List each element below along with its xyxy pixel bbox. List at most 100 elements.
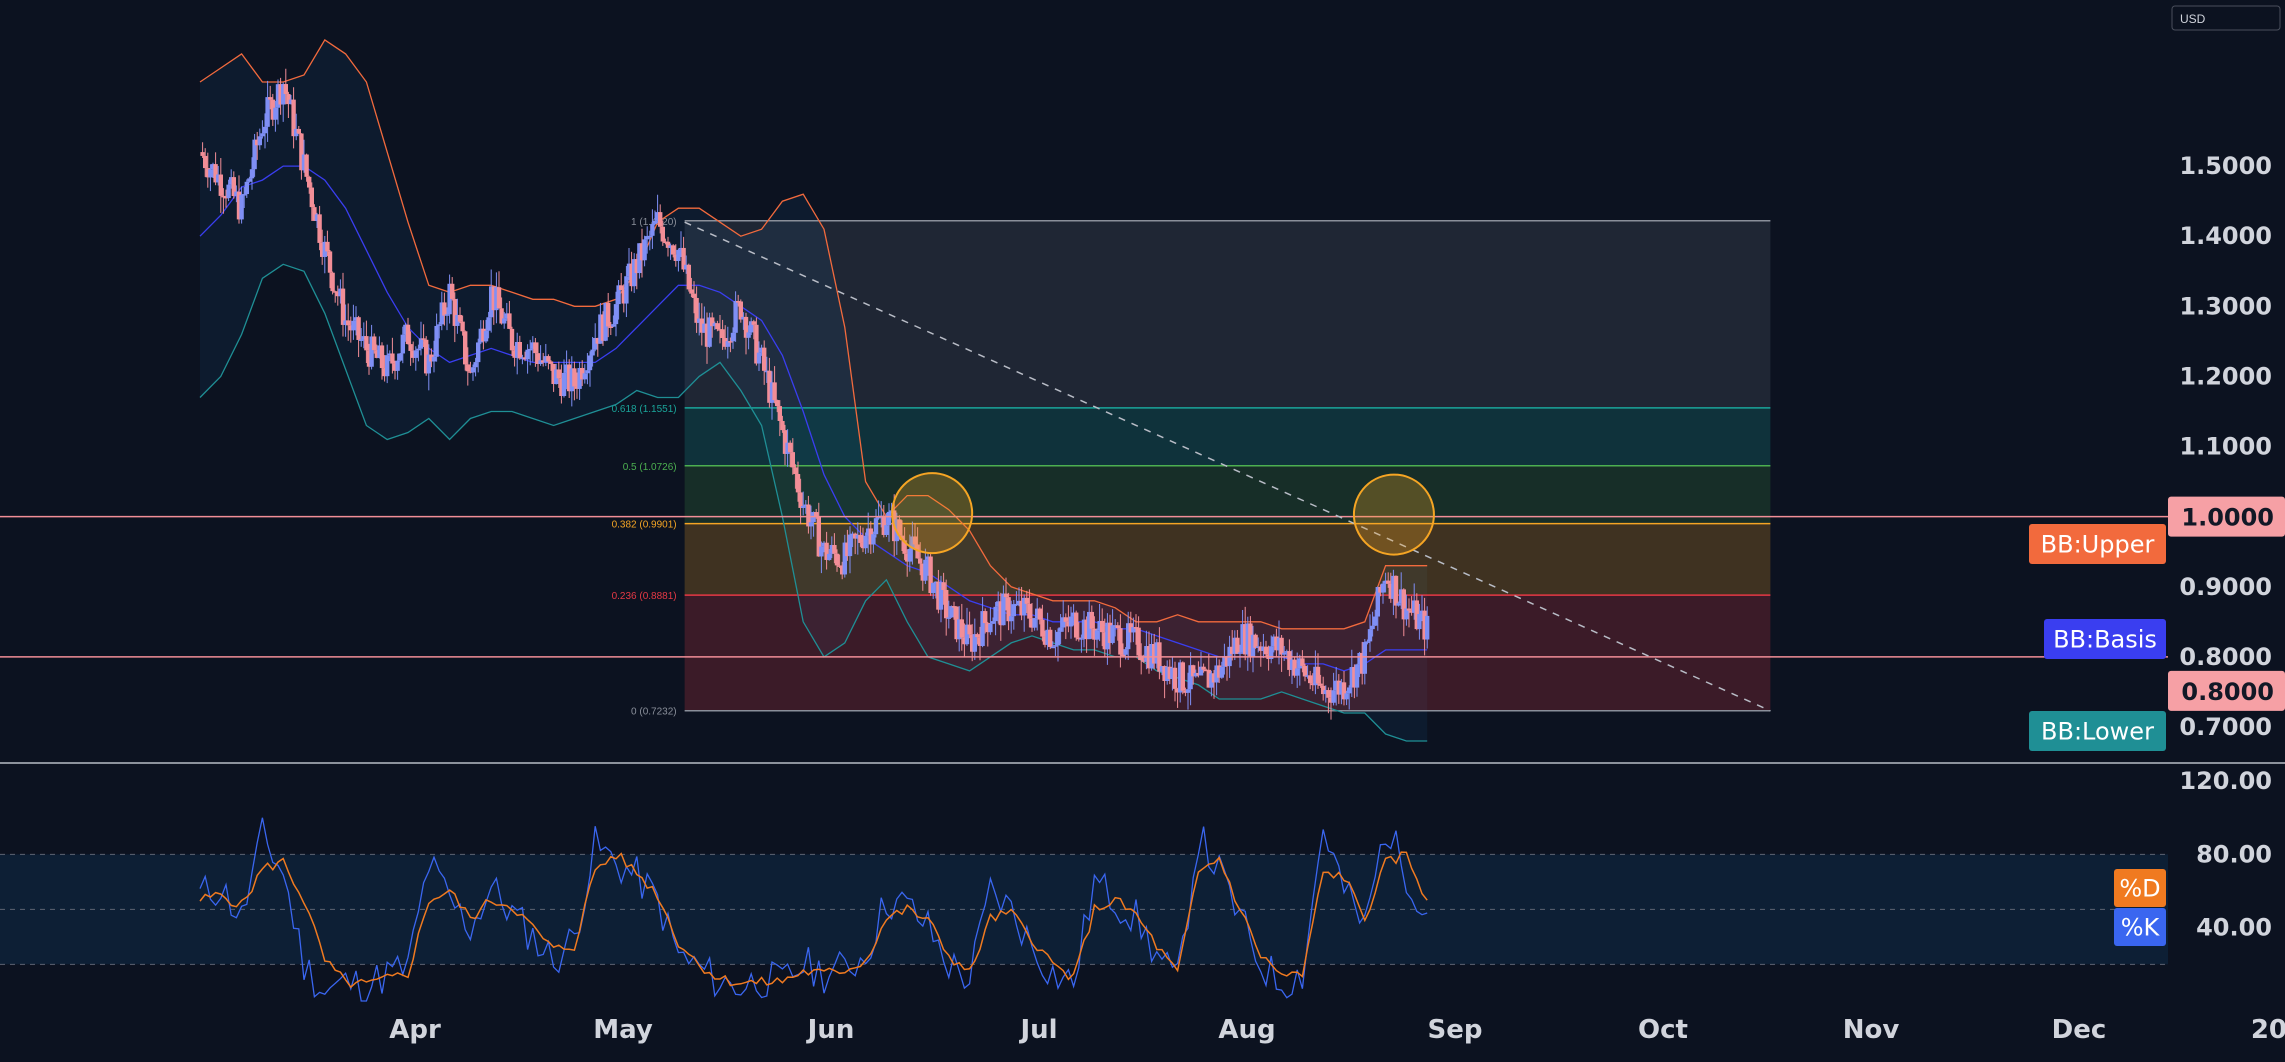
candle-body [322, 241, 327, 257]
candle-body [494, 287, 499, 311]
price-tick-label: 0.8000 [2179, 643, 2272, 671]
candle-body [912, 536, 918, 545]
candle-body [595, 338, 600, 344]
candle-body [652, 220, 658, 224]
candle-body [1328, 697, 1334, 703]
candle-body [746, 332, 751, 338]
dashed-trendline[interactable] [684, 221, 1771, 712]
candle-body [1204, 669, 1209, 672]
candle-body [1388, 583, 1393, 599]
candle-body [418, 338, 424, 349]
time-label-sep: Sep [1428, 1015, 1483, 1045]
candle-body [782, 430, 788, 454]
candle-body [1055, 631, 1061, 646]
candle-body [762, 347, 767, 371]
candle-body [795, 474, 801, 493]
candle-body [697, 318, 702, 323]
price-level-tag-1[interactable] [2168, 670, 2285, 711]
fib-level-label-0: 0 (0.7232) [631, 707, 677, 718]
candle-body [837, 565, 842, 567]
candle-body [255, 139, 260, 146]
fib-level-label-0.382: 0.382 (0.9901) [612, 520, 677, 531]
candle-body [359, 339, 364, 341]
candle-body [1375, 586, 1380, 617]
candle-body [816, 516, 821, 557]
candle-body [509, 328, 515, 351]
candle-body [1261, 646, 1266, 651]
price-axis[interactable]: 1.5000 1.4000 1.3000 1.2000 1.1000 1.0000 0.90… [2168, 152, 2285, 741]
candle-body [582, 373, 587, 380]
candle-body [767, 370, 772, 403]
candle-body [876, 516, 881, 519]
fibonacci-retracement[interactable]: 1 (1.4220)0.618 (1.1551)0.5 (1.0726)0.38… [612, 217, 1771, 718]
candle-body [923, 559, 928, 581]
candle-body [1217, 665, 1222, 678]
candle-body [1206, 669, 1211, 688]
candle-body [619, 285, 624, 291]
price-level-tag-label-0: 1.0000 [2181, 504, 2274, 532]
candle-body [413, 350, 418, 358]
highlight-circle-1[interactable] [891, 472, 974, 555]
highlight-circles[interactable] [891, 472, 1435, 556]
candle-body [1144, 646, 1149, 662]
candle-body [434, 325, 439, 357]
candle-body [803, 504, 808, 507]
stoch-tick-label: 120.00 [2179, 767, 2272, 795]
candle-body [736, 301, 741, 303]
candle-body [972, 634, 977, 652]
candle-body [658, 212, 663, 227]
candle-body [1289, 659, 1295, 670]
candle-body [1284, 651, 1289, 653]
candle-body [392, 363, 398, 371]
candle-body [928, 556, 933, 594]
candle-body [1349, 667, 1354, 688]
candle-body [847, 534, 853, 557]
candle-body [764, 370, 769, 373]
candle-body [715, 323, 720, 330]
candle-body [886, 511, 892, 526]
bb-channel-fill [200, 39, 1428, 741]
candle-body [743, 316, 749, 338]
candle-body [538, 360, 543, 364]
candle-body [1347, 687, 1352, 694]
highlight-circle-2[interactable] [1352, 473, 1435, 556]
candle-body [442, 302, 447, 316]
candle-body [385, 355, 390, 377]
candle-body [938, 582, 944, 610]
candle-body [689, 289, 694, 294]
candle-body [1024, 597, 1029, 604]
candle-body [845, 542, 850, 557]
stochastic-axis[interactable]: 120.00 80.00 40.00 [2179, 767, 2272, 942]
price-tick-label: 1.4000 [2179, 222, 2272, 250]
candle-body [788, 442, 793, 453]
currency-badge-label: USD [2180, 12, 2206, 26]
candle-body [985, 623, 990, 633]
candle-body [600, 314, 606, 341]
candle-body [502, 318, 507, 324]
candle-body [543, 356, 548, 363]
candle-body [372, 336, 377, 351]
candle-body [1334, 680, 1339, 691]
horizontal-levels[interactable] [0, 515, 2168, 658]
price-level-tag-0[interactable] [2168, 496, 2285, 537]
candle-body [694, 297, 699, 323]
candle-body [1126, 623, 1131, 650]
candle-body [312, 207, 317, 221]
candle-body [728, 341, 733, 343]
candle-body [260, 133, 265, 137]
trendline[interactable] [684, 221, 1771, 712]
candle-body [1113, 625, 1118, 627]
time-axis[interactable]: Apr May Jun Jul Aug Sep Oct Nov Dec 2027 [389, 1015, 2285, 1045]
candle-body [954, 606, 959, 640]
candle-body [1380, 583, 1386, 593]
candle-body [242, 194, 247, 196]
candle-body [970, 634, 975, 652]
candle-body [1029, 618, 1035, 628]
currency-badge[interactable]: USD [2171, 5, 2281, 31]
candle-body [1250, 634, 1256, 657]
candle-body [1326, 690, 1331, 698]
candle-body [632, 259, 637, 287]
candle-body [798, 492, 803, 508]
candle-body [754, 324, 759, 364]
